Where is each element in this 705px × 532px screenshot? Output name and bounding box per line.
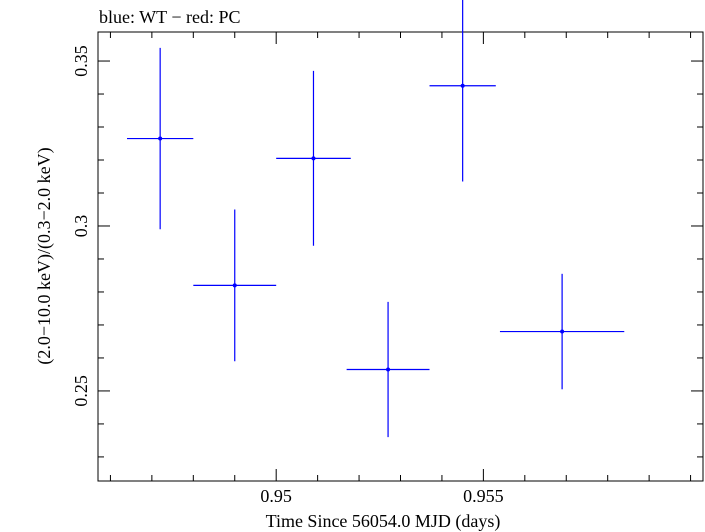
x-tick-label: 0.955 xyxy=(463,486,504,506)
plot-frame xyxy=(97,31,704,482)
y-tick-label: 0.35 xyxy=(71,45,91,77)
data-point xyxy=(346,301,430,438)
data-point xyxy=(193,209,277,362)
data-point xyxy=(127,47,194,230)
point-marker xyxy=(232,283,237,288)
axis-ticks xyxy=(98,32,703,481)
point-marker xyxy=(158,136,163,141)
chart-title: blue: WT − red: PC xyxy=(99,7,240,27)
point-marker xyxy=(311,156,316,161)
point-marker xyxy=(560,329,565,334)
data-point xyxy=(429,0,496,182)
data-points xyxy=(127,0,625,438)
y-tick-label: 0.25 xyxy=(71,375,91,407)
y-tick-label: 0.3 xyxy=(71,215,91,238)
data-point xyxy=(499,273,625,390)
point-marker xyxy=(460,83,465,88)
axis-tick-labels: 0.95 0.955 0.25 0.3 0.35 xyxy=(71,45,504,506)
data-point xyxy=(276,70,351,246)
y-axis-label: (2.0−10.0 keV)/(0.3−2.0 keV) xyxy=(34,147,55,364)
x-axis-label: Time Since 56054.0 MJD (days) xyxy=(266,511,501,532)
x-tick-label: 0.95 xyxy=(260,486,292,506)
point-marker xyxy=(386,367,391,372)
